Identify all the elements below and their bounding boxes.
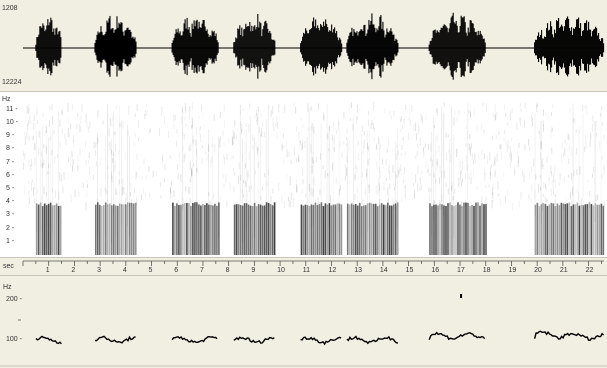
- time-tick-label: 3: [97, 267, 102, 274]
- waveform-segment: [300, 17, 343, 76]
- time-tick-label: 16: [431, 267, 440, 274]
- time-tick-label: 18: [482, 267, 491, 274]
- pitch-contour: [233, 336, 275, 344]
- spectrogram-energy-block: [172, 108, 220, 255]
- waveform-plot[interactable]: [0, 0, 607, 92]
- spectrogram-energy-block: [534, 103, 605, 255]
- pitch-contour: [171, 335, 218, 343]
- waveform-top-value: 1208: [2, 5, 18, 12]
- time-axis-unit-label: sec: [3, 263, 14, 270]
- waveform-segment: [233, 13, 276, 79]
- spectrogram-tick-label: 9 -: [6, 132, 15, 140]
- time-tick-label: 12: [328, 267, 337, 274]
- time-tick-label: 7: [199, 267, 204, 274]
- spectrogram-energy-block: [94, 104, 137, 255]
- pitch-contour: [35, 335, 62, 345]
- time-tick-label: 4: [122, 267, 127, 274]
- time-tick-label: 22: [585, 267, 594, 274]
- waveform-segment: [94, 15, 137, 77]
- waveform-panel[interactable]: 1208 12224: [0, 0, 607, 92]
- pitch-tick-label: 100 -: [6, 336, 22, 343]
- spectrogram-tick-label: 4 -: [6, 198, 15, 206]
- pitch-contour: [428, 331, 486, 341]
- time-tick-label: 5: [148, 267, 153, 274]
- spectrogram-tick-label: 3 -: [6, 211, 15, 219]
- spectrogram-tick-label: 11 -: [6, 105, 18, 113]
- pitch-contour: [300, 336, 342, 346]
- pitch-unit-label: Hz: [3, 284, 12, 291]
- pitch-track-plot[interactable]: [0, 276, 607, 368]
- spectrogram-tick-label: 8 -: [6, 145, 15, 153]
- time-tick-label: 1: [45, 267, 50, 274]
- spectrogram-energy-block: [233, 103, 276, 255]
- spectrogram-energy-block: [346, 116, 399, 255]
- time-tick-label: 19: [508, 267, 517, 274]
- spectrogram-energy-block: [429, 102, 487, 255]
- waveform-segment: [35, 17, 62, 76]
- time-tick-label: 13: [354, 267, 362, 274]
- time-axis: sec 1 2 3 4 5 6 7 8 9 10 11 12 13 14 15 16 17 18 19 20 21 22: [0, 258, 607, 276]
- spectrogram-tick-label: 7 -: [6, 158, 15, 166]
- time-tick-label: 17: [457, 267, 465, 274]
- time-axis-ruler: [22, 260, 604, 266]
- spectrogram-tick-label: 1 -: [6, 237, 15, 245]
- time-tick-label: 15: [405, 267, 414, 274]
- pitch-panel[interactable]: Hz 200 - 100 -: [0, 276, 607, 368]
- spectrogram-energy-block: [35, 116, 62, 255]
- spectrogram-tick-label: 2 -: [6, 224, 15, 232]
- time-tick-label: 9: [251, 267, 256, 274]
- waveform-bottom-value: 12224: [2, 79, 22, 86]
- spectrogram-plot[interactable]: [0, 92, 607, 258]
- spectrogram-panel[interactable]: Hz 1 - 2 - 3 - 4 - 5 - 6 - 7 - 8 - 9 - 10 - 11 -: [0, 92, 607, 258]
- waveform-segment: [346, 13, 399, 80]
- spectrogram-energy-block: [300, 104, 343, 255]
- time-tick-label: 10: [277, 267, 285, 274]
- pitch-outlier-point: [460, 294, 463, 298]
- pitch-contour: [346, 335, 399, 345]
- time-tick-label: 14: [379, 267, 388, 274]
- waveform-segment: [171, 17, 219, 76]
- time-tick-label: 20: [534, 267, 542, 274]
- time-tick-label: 21: [559, 267, 568, 274]
- time-tick-label: 2: [71, 267, 76, 274]
- pitch-contour: [533, 330, 605, 342]
- spectrogram-tick-label: 10 -: [6, 119, 19, 127]
- pitch-tick-label: 200 -: [6, 296, 22, 303]
- spectrogram-unit-label: Hz: [2, 96, 11, 103]
- waveform-segment: [534, 16, 605, 77]
- time-tick-label: 11: [302, 267, 311, 274]
- waveform-segment: [428, 12, 486, 80]
- spectrogram-tick-label: 6 -: [6, 171, 15, 179]
- spectrogram-tick-label: 5 -: [6, 185, 15, 193]
- pitch-contour: [94, 335, 136, 344]
- time-tick-label: 6: [174, 267, 179, 274]
- time-tick-label: 8: [225, 267, 230, 274]
